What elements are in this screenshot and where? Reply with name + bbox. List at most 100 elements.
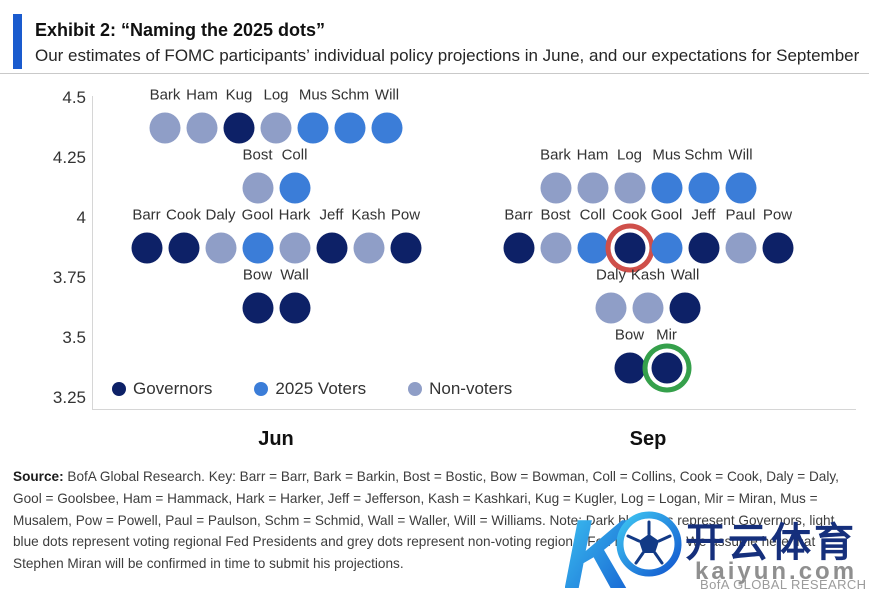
y-tick-4: 4 [76,208,86,227]
dot-label-jun-hark: Hark [278,206,311,224]
exhibit-subtitle: Our estimates of FOMC participants’ indi… [35,46,860,65]
dot-sep-bark [540,172,571,204]
header-divider [0,73,869,74]
dot-label-jun-pow: Pow [390,206,421,224]
dot-jun-mus [297,112,329,144]
dot-label-sep-daly: Daly [595,266,627,284]
dot-label-sep-log: Log [616,146,643,164]
dot-sep-log [614,172,645,204]
dot-label-jun-bow: Bow [242,266,273,284]
dot-sep-daly [595,292,627,324]
dot-label-jun-will: Will [374,86,400,104]
dot-label-sep-coll: Coll [579,206,606,224]
dot-sep-bow [614,352,645,384]
y-tick-4.5: 4.5 [62,88,86,107]
dot-label-sep-kash: Kash [630,266,666,284]
dot-jun-bow [242,292,273,324]
dot-jun-schm [334,112,366,144]
dot-label-jun-schm: Schm [330,86,370,104]
dot-label-sep-bost: Bost [540,206,571,224]
dot-jun-ham [186,112,218,144]
dot-label-jun-daly: Daly [205,206,236,224]
dot-label-jun-kash: Kash [351,206,386,224]
dot-jun-bark [149,112,181,144]
dot-sep-schm [688,172,719,204]
dot-label-jun-coll: Coll [281,146,308,164]
dot-jun-bost [242,172,273,204]
dot-label-jun-ham: Ham [186,86,218,104]
y-axis-line [92,96,93,409]
dot-sep-barr [503,232,534,264]
source-text: BofA Global Research. Key: Barr = Barr, … [13,469,839,572]
source-label: Source: [13,469,64,484]
legend-item-non-voters: Non-voters [408,379,512,399]
x-label-jun: Jun [258,428,294,450]
dot-label-sep-barr: Barr [504,206,533,224]
dot-label-jun-bark: Bark [149,86,181,104]
dot-label-jun-log: Log [263,86,289,104]
legend-item-governors: Governors [112,379,212,399]
dot-label-sep-schm: Schm [684,146,723,164]
dot-sep-gool [651,232,682,264]
exhibit-title: Exhibit 2: “Naming the 2025 dots” [35,20,326,40]
dot-jun-coll [279,172,310,204]
kaiyun-soccer-logo-icon: K [565,499,682,598]
dot-label-jun-wall: Wall [280,266,309,284]
y-tick-3.75: 3.75 [52,268,86,287]
dot-label-jun-barr: Barr [132,206,161,224]
dot-sep-jeff [688,232,719,264]
dot-sep-mir [651,352,682,384]
dot-label-sep-pow: Pow [762,206,793,224]
dot-jun-kug [223,112,255,144]
dot-jun-pow [390,232,421,264]
kaiyun-watermark: K 开云体育 kaiyun.com [565,490,865,602]
bofa-global-research-brand: BofA GLOBAL RESEARCH [700,577,867,592]
legend-label-nonvoter: Non-voters [429,379,513,398]
legend-dot-nonvoter [408,382,423,396]
dot-sep-bost [540,232,571,264]
dot-sep-mus [651,172,682,204]
dot-label-sep-cook: Cook [611,206,648,224]
dot-label-sep-will: Will [728,146,753,164]
dot-jun-gool [242,232,273,264]
dot-label-jun-mus: Mus [298,86,328,104]
legend-dot-voter2025 [254,382,269,396]
legend-label-voter2025: 2025 Voters [275,379,367,398]
dot-jun-jeff [316,232,347,264]
watermark-domain-text: kaiyun.com [695,558,858,585]
dot-sep-pow [762,232,793,264]
dot-jun-cook [168,232,199,264]
dot-label-sep-paul: Paul [725,206,756,224]
dot-sep-paul [725,232,756,264]
dot-sep-cook [614,232,645,264]
chart-legend: Governors 2025 Voters Non-voters [112,379,512,399]
dot-label-sep-wall: Wall [670,266,700,284]
dot-label-jun-bost: Bost [242,146,273,164]
dot-sep-will [725,172,756,204]
legend-item-2025-voters: 2025 Voters [254,379,366,399]
legend-label-governor: Governors [133,379,213,398]
dot-label-jun-jeff: Jeff [319,206,344,224]
dot-jun-daly [205,232,236,264]
dot-jun-hark [279,232,310,264]
dot-label-sep-ham: Ham [576,146,609,164]
dot-jun-log [260,112,292,144]
y-tick-4.25: 4.25 [52,148,86,167]
y-tick-3.5: 3.5 [62,328,86,347]
dot-label-sep-gool: Gool [650,206,683,224]
dot-label-sep-mir: Mir [656,326,677,344]
x-label-sep: Sep [629,428,667,450]
dot-label-jun-kug: Kug [225,86,253,104]
source-note: Source: BofA Global Research. Key: Barr … [13,466,859,575]
dot-jun-barr [131,232,162,264]
dot-label-sep-bow: Bow [614,326,645,344]
y-tick-3.25: 3.25 [52,388,86,407]
dot-label-jun-cook: Cook [165,206,202,224]
dot-label-sep-jeff: Jeff [691,206,716,224]
dot-sep-coll [577,232,608,264]
dot-sep-ham [577,172,608,204]
x-axis-line [92,409,856,410]
dot-label-sep-bark: Bark [540,146,571,164]
dot-sep-kash [632,292,664,324]
dot-label-sep-mus: Mus [652,146,681,164]
